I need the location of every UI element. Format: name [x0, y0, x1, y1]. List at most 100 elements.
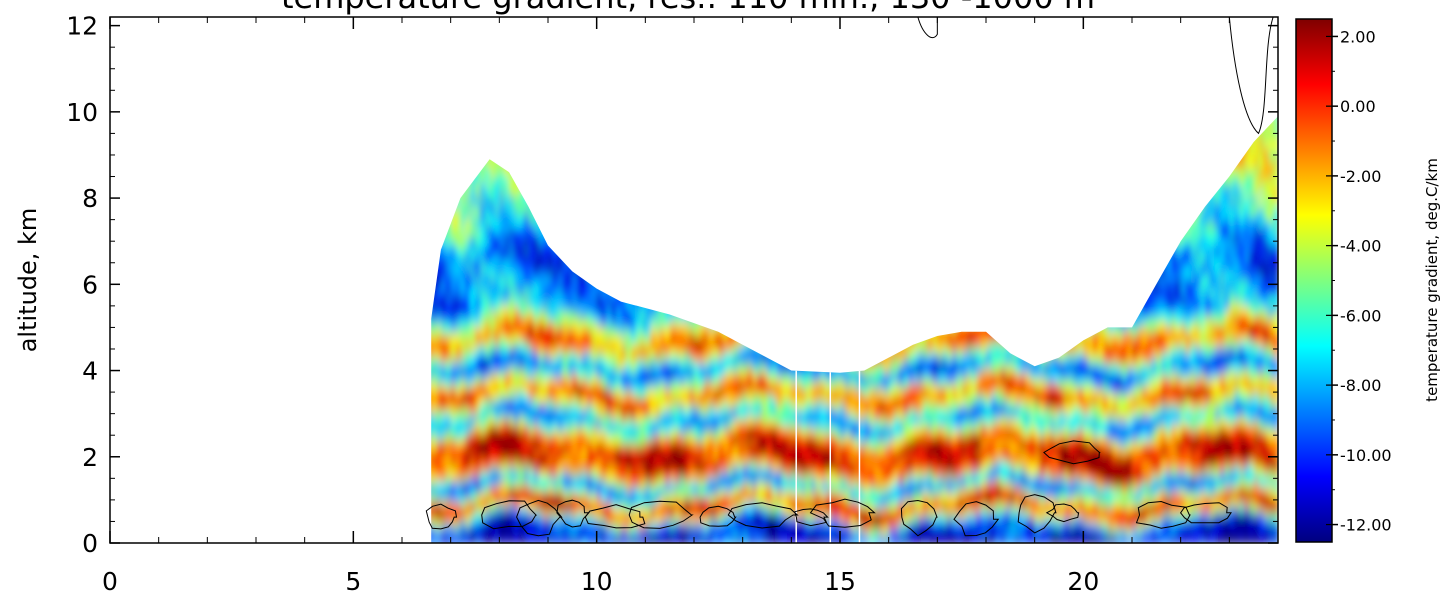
- heatmap-cell: [445, 149, 452, 156]
- heatmap-cell: [586, 191, 593, 198]
- heatmap-cell: [440, 496, 447, 503]
- heatmap-cell: [582, 336, 588, 343]
- heatmap-cell: [582, 139, 588, 146]
- heatmap-cell: [577, 361, 584, 369]
- heatmap-cell: [431, 118, 438, 125]
- heatmap-cell: [557, 517, 564, 524]
- heatmap-cell: [518, 180, 525, 187]
- heatmap-cell: [431, 149, 438, 156]
- heatmap-cell: [484, 248, 491, 255]
- heatmap-cell: [484, 398, 491, 405]
- heatmap-cell: [601, 398, 608, 405]
- heatmap-cell: [431, 191, 433, 198]
- heatmap-cell: [440, 351, 447, 358]
- heatmap-cell: [568, 108, 574, 114]
- heatmap-cell: [465, 103, 471, 109]
- heatmap-cell: [484, 315, 491, 322]
- heatmap-cell: [543, 336, 549, 343]
- heatmap-cell: [694, 242, 700, 250]
- heatmap-cell: [669, 227, 676, 234]
- heatmap-cell: [450, 512, 457, 519]
- heatmap-cell: [494, 429, 501, 436]
- heatmap-cell: [689, 263, 695, 270]
- heatmap-cell: [528, 186, 535, 193]
- heatmap-cell: [436, 134, 442, 141]
- heatmap-cell: [557, 263, 564, 270]
- heatmap-cell: [562, 403, 569, 410]
- heatmap-cell: [445, 134, 452, 141]
- heatmap-cell: [689, 108, 695, 114]
- heatmap-cell: [703, 206, 710, 213]
- heatmap-cell: [694, 305, 700, 312]
- heatmap-cell: [484, 258, 491, 265]
- heatmap-cell: [582, 496, 588, 503]
- heatmap-cell: [548, 341, 554, 348]
- heatmap-cell: [499, 139, 506, 146]
- heatmap-cell: [674, 217, 681, 224]
- heatmap-cell: [582, 537, 588, 543]
- heatmap-cell: [465, 155, 472, 162]
- heatmap-cell: [669, 268, 676, 275]
- heatmap-cell: [621, 496, 627, 503]
- heatmap-cell: [650, 186, 657, 193]
- heatmap-cell: [475, 434, 481, 441]
- heatmap-cell: [606, 118, 613, 125]
- heatmap-cell: [538, 155, 545, 162]
- heatmap-cell: [548, 480, 554, 488]
- heatmap-cell: [606, 465, 613, 472]
- heatmap-cell: [475, 351, 481, 358]
- heatmap-cell: [518, 206, 525, 213]
- heatmap-cell: [650, 129, 657, 136]
- heatmap-cell: [499, 253, 506, 260]
- heatmap-cell: [436, 116, 442, 120]
- heatmap-cell: [504, 160, 511, 167]
- heatmap-cell: [567, 289, 574, 296]
- heatmap-cell: [567, 144, 574, 151]
- heatmap-cell: [499, 232, 506, 239]
- heatmap-cell: [460, 424, 467, 431]
- heatmap-cell: [509, 532, 515, 539]
- heatmap-cell: [674, 206, 681, 213]
- heatmap-cell: [557, 367, 564, 374]
- heatmap-cell: [494, 413, 501, 420]
- heatmap-cell: [431, 537, 438, 543]
- heatmap-cell: [431, 116, 433, 120]
- heatmap-cell: [523, 330, 530, 338]
- heatmap-cell: [567, 460, 574, 467]
- heatmap-cell: [538, 470, 545, 477]
- heatmap-cell: [684, 139, 691, 146]
- heatmap-cell: [513, 506, 520, 513]
- heatmap-cell: [655, 134, 661, 141]
- heatmap-cell: [518, 268, 525, 275]
- heatmap-cell: [684, 258, 691, 265]
- heatmap-cell: [591, 320, 598, 327]
- heatmap-cell: [552, 382, 559, 389]
- heatmap-cell: [533, 424, 540, 431]
- heatmap-cell: [548, 144, 554, 151]
- heatmap-cell: [621, 517, 627, 524]
- heatmap-cell: [606, 356, 613, 363]
- heatmap-cell: [436, 512, 442, 519]
- heatmap-cell: [528, 196, 535, 203]
- heatmap-cell: [659, 284, 666, 291]
- heatmap-cell: [484, 211, 491, 219]
- heatmap-cell: [436, 367, 442, 374]
- heatmap-cell: [475, 403, 481, 410]
- heatmap-cell: [586, 444, 593, 451]
- heatmap-cell: [509, 408, 515, 415]
- heatmap-cell: [475, 439, 481, 446]
- heatmap-cell: [465, 170, 472, 177]
- heatmap-cell: [533, 139, 540, 146]
- heatmap-cell: [431, 211, 433, 219]
- heatmap-cell: [669, 118, 676, 125]
- heatmap-cell: [572, 501, 579, 508]
- heatmap-cell: [645, 284, 652, 291]
- heatmap-cell: [494, 149, 501, 156]
- heatmap-cell: [436, 439, 442, 446]
- heatmap-cell: [440, 346, 447, 353]
- heatmap-cell: [611, 330, 618, 338]
- heatmap-cell: [586, 253, 593, 260]
- heatmap-cell: [689, 294, 695, 301]
- heatmap-cell: [436, 196, 442, 203]
- heatmap-cell: [533, 294, 540, 301]
